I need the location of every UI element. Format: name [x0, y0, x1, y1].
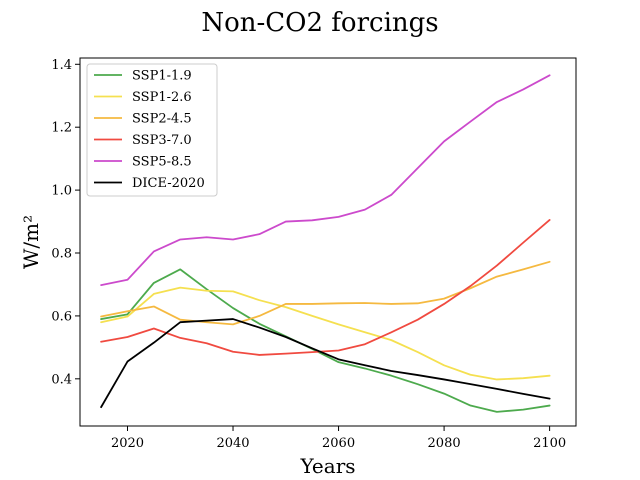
x-tick-label: 2060 [322, 436, 355, 451]
axes-frame [79, 57, 577, 427]
y-tick-label: 1.0 [51, 184, 72, 199]
x-tick-label: 2020 [111, 436, 144, 451]
legend-label-ssp1-2-6: SSP1-2.6 [132, 90, 192, 105]
x-tick-label: 2100 [533, 436, 566, 451]
legend-label-ssp3-7-0: SSP3-7.0 [132, 133, 192, 148]
legend-label-dice-2020: DICE-2020 [132, 176, 205, 191]
series-line-ssp2-4-5 [100, 260, 551, 326]
y-tick-label: 0.4 [51, 372, 72, 387]
y-tick-label: 1.4 [51, 58, 72, 73]
chart-title: Non-CO2 forcings [201, 8, 438, 38]
legend-label-ssp2-4-5: SSP2-4.5 [132, 112, 192, 127]
series-line-ssp3-7-0 [100, 219, 551, 356]
legend-label-ssp5-8-5: SSP5-8.5 [132, 155, 192, 170]
series-line-ssp1-2-6 [100, 286, 551, 381]
series-line-dice-2020 [100, 318, 551, 409]
series-line-ssp5-8-5 [100, 74, 551, 286]
legend: SSP1-1.9 SSP1-2.6 SSP2-4.5 SSP3-7.0 SSP5-8.5… [86, 63, 218, 197]
y-axis-label: W/m² [19, 215, 43, 269]
x-axis: 2020 2040 2060 2080 2100 [111, 426, 566, 451]
y-tick-label: 0.8 [51, 247, 72, 262]
x-tick-label: 2080 [428, 436, 461, 451]
series-line-ssp1-1-9 [100, 268, 551, 413]
y-tick-label: 1.2 [51, 121, 72, 136]
legend-label-ssp1-1-9: SSP1-1.9 [132, 69, 192, 84]
x-axis-label: Years [299, 454, 355, 478]
plot-lines [100, 74, 551, 413]
x-tick-label: 2040 [216, 436, 249, 451]
y-tick-label: 0.6 [51, 309, 72, 324]
y-axis: 0.4 0.6 0.8 1.0 1.2 1.4 [51, 58, 80, 387]
